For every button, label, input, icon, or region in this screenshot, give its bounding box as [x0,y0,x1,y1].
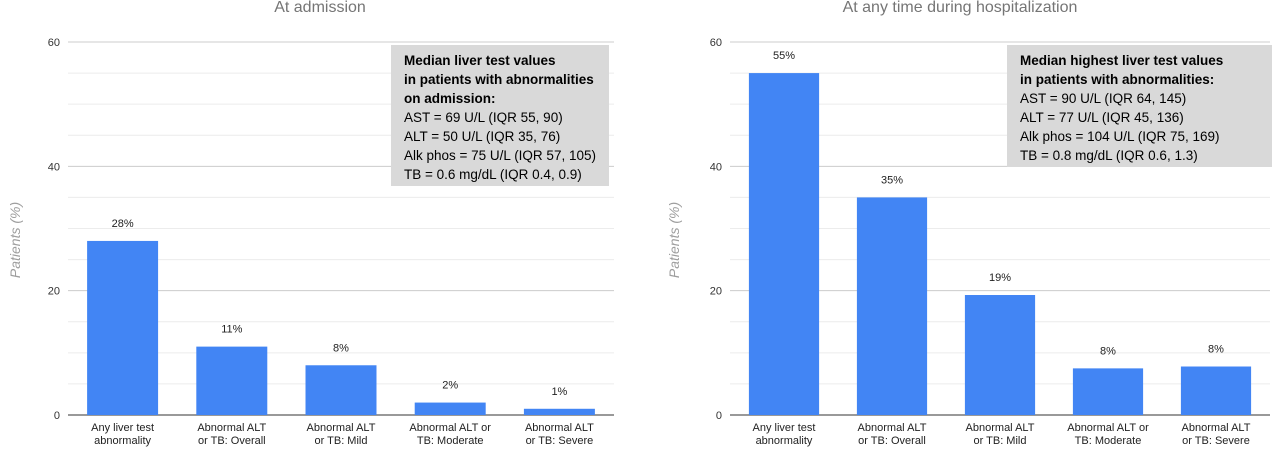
x-tick-label: TB: Moderate [1075,435,1142,447]
x-tick-label: Abnormal ALT [858,422,927,434]
annotation-box: Median liver test values in patients wit… [391,45,609,186]
bar-data-label: 28% [112,218,134,230]
x-tick-label: Abnormal ALT or [409,422,491,434]
chart-at-admission: At admission Patients (%) 0 20 40 60 28% Any … [7,0,614,447]
x-tick-label: Abnormal ALT [307,422,376,434]
y-tick-label: 40 [710,161,722,173]
x-tick-label: or TB: Overall [198,435,266,447]
x-tick-label: abnormality [94,435,151,447]
annotation-line: ALT = 77 U/L (IQR 45, 136) [1020,110,1184,125]
annotation-heading-line: in patients with abnormalities [404,72,594,87]
x-tick-label: Any liver test [91,422,154,434]
bar [87,240,159,415]
bar-data-label: 8% [333,342,349,354]
annotation-heading-line: Median liver test values [404,53,556,68]
bar-data-label: 35% [881,174,903,186]
x-tick-label: Abnormal ALT [966,422,1035,434]
chart-title: At any time during hospitalization [842,0,1078,16]
bar-data-label: 8% [1100,345,1116,357]
annotation-line: Alk phos = 104 U/L (IQR 75, 169) [1020,129,1220,144]
y-tick-label: 0 [716,410,722,422]
x-tick-label: or TB: Mild [974,435,1027,447]
y-tick-label: 60 [48,37,60,49]
annotation-line: AST = 69 U/L (IQR 55, 90) [404,110,563,125]
y-tick-label: 60 [710,37,722,49]
x-tick-label: abnormality [756,435,813,447]
annotation-line: AST = 90 U/L (IQR 64, 145) [1020,91,1187,106]
bar [964,295,1036,415]
bar-data-label: 8% [1208,344,1224,356]
bar [1180,366,1252,415]
chart-during-hospitalization: At any time during hospitalization Patie… [640,0,1280,450]
x-tick-label: or TB: Overall [858,435,926,447]
annotation-heading-line: on admission: [404,91,496,106]
bar [414,402,486,415]
bar-data-label: 19% [989,272,1011,284]
bar [1072,368,1144,415]
y-tick-label: 20 [48,286,60,298]
bar [305,365,377,415]
x-tick-label: TB: Moderate [417,435,484,447]
y-tick-label: 40 [48,161,60,173]
bar [856,197,928,415]
bar [196,346,268,415]
x-tick-label: Abnormal ALT or [1067,422,1149,434]
annotation-line: Alk phos = 75 U/L (IQR 57, 105) [404,148,596,163]
x-tick-label: Abnormal ALT [1182,422,1251,434]
annotation-heading-line: in patients with abnormalities: [1020,72,1215,87]
x-tick-label: Abnormal ALT [525,422,594,434]
x-tick-label: or TB: Severe [526,435,594,447]
annotation-line: ALT = 50 U/L (IQR 35, 76) [404,129,561,144]
annotation-line: TB = 0.8 mg/dL (IQR 0.6, 1.3) [1020,148,1198,163]
bar-data-label: 11% [221,324,242,336]
y-tick-label: 0 [54,410,60,422]
chart-title: At admission [274,0,366,16]
x-tick-label: or TB: Severe [1182,435,1250,447]
bar [748,73,820,415]
annotation-heading-line: Median highest liver test values [1020,53,1224,68]
x-tick-label: Any liver test [753,422,816,434]
bar-data-label: 2% [442,380,458,392]
bar-data-label: 1% [551,386,567,398]
bar-data-label: 55% [773,50,795,62]
bar [523,408,595,415]
y-tick-label: 20 [710,286,722,298]
x-tick-label: Abnormal ALT [197,422,266,434]
x-tick-label: or TB: Mild [315,435,368,447]
annotation-box: Median highest liver test values in pati… [1007,45,1272,167]
annotation-line: TB = 0.6 mg/dL (IQR 0.4, 0.9) [404,167,582,182]
